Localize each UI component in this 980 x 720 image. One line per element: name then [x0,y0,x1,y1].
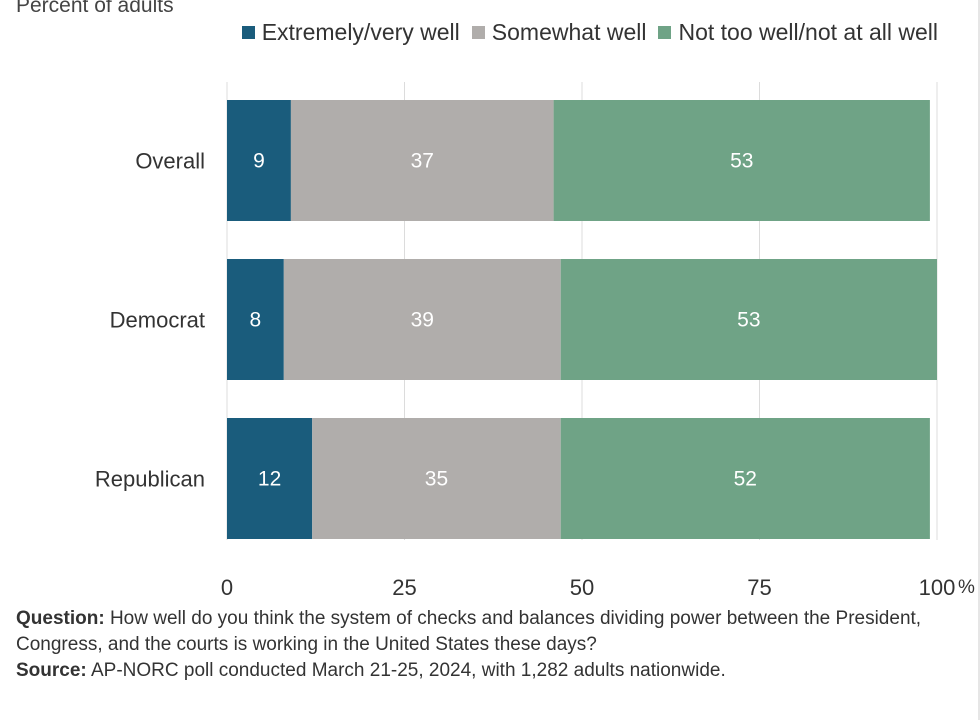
category-label-overall: Overall [135,149,205,174]
chart-legend: Extremely/very well Somewhat well Not to… [230,19,938,46]
stacked-bar-chart: 9 37 53 Overall 8 39 53 Democrat 12 35 52 Republica… [95,82,975,600]
data-label: 53 [737,309,760,332]
bar-overall-series-1 [290,100,554,221]
x-tick-label: 25 [392,575,416,600]
chart-notes: Question: How well do you think the syst… [16,606,966,684]
source-label: Source: [16,660,87,681]
legend-item-extremely-very-well: Extremely/very well [241,19,460,46]
data-label: 9 [253,150,265,173]
data-label: 8 [250,309,262,332]
question-note: Question: How well do you think the syst… [16,606,966,658]
source-note: Source: AP-NORC poll conducted March 21-… [16,658,966,684]
chart-subtitle: Percent of adults [16,0,174,17]
x-tick-label: 75 [747,575,771,600]
category-label-democrat: Democrat [110,308,205,333]
legend-swatch-somewhat-well [471,26,485,39]
bar-republican-series-1 [312,418,561,539]
legend-label-extremely-very-well: Extremely/very well [261,19,460,45]
frame-edge [978,0,980,720]
x-tick-label: 50 [570,575,594,600]
bar-democrat-series-1 [283,259,561,380]
legend-label-not-too-well: Not too well/not at all well [678,19,938,45]
data-label: 53 [730,150,753,173]
legend-item-somewhat-well: Somewhat well [471,19,647,46]
source-text: AP-NORC poll conducted March 21-25, 2024… [86,660,726,681]
x-unit-label: % [958,577,975,598]
data-label: 35 [425,468,448,491]
data-label: 39 [411,309,434,332]
legend-label-somewhat-well: Somewhat well [491,19,647,45]
data-label: 52 [734,468,757,491]
bar-republican-series-2 [560,418,930,539]
bar-overall-series-2 [553,100,930,221]
legend-swatch-not-too-well [658,26,672,39]
bar-overall-series-0 [227,100,291,221]
data-label: 12 [258,468,281,491]
category-label-republican: Republican [95,467,205,492]
question-label: Question: [16,608,105,629]
legend-swatch-extremely-very-well [241,26,255,39]
x-tick-label: 0 [221,575,233,600]
bar-democrat-series-0 [227,259,284,380]
data-label: 37 [411,150,434,173]
bar-republican-series-0 [227,418,313,539]
question-text: How well do you think the system of chec… [16,608,922,655]
legend-item-not-too-well: Not too well/not at all well [658,19,938,46]
x-tick-label: 100 [919,575,956,600]
bar-democrat-series-2 [560,259,937,380]
